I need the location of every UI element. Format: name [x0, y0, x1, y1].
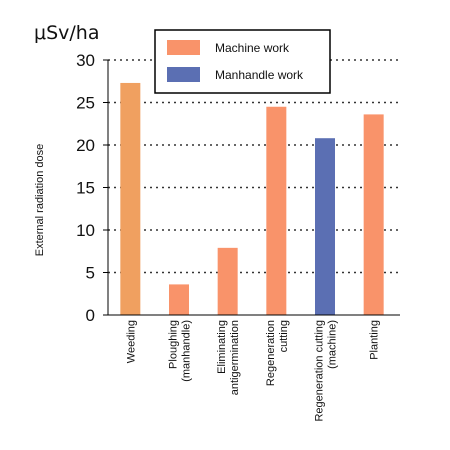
x-categories: Weeding Ploughing (manhandle) Eliminating an… — [125, 320, 380, 422]
category-label: cutting — [278, 320, 290, 352]
category-label: Regeneration — [265, 320, 277, 386]
legend-label-manhandle: Manhandle work — [215, 68, 304, 82]
bar — [169, 284, 189, 315]
bar — [363, 114, 384, 316]
category-label: Weeding — [125, 320, 137, 363]
y-tick-label: 30 — [76, 51, 95, 70]
legend: Machine work Manhandle work — [154, 29, 331, 94]
y-axis-label: External radiation dose — [34, 144, 46, 257]
legend-label-machine: Machine work — [215, 41, 290, 55]
category-label: Eliminating — [216, 320, 228, 374]
category-label: (machine) — [327, 320, 339, 369]
y-tick-label: 25 — [76, 94, 95, 113]
y-tick-label: 20 — [76, 136, 95, 155]
bar — [266, 106, 287, 315]
y-ticks: 0 5 10 15 20 25 30 — [76, 51, 108, 325]
y-tick-label: 10 — [76, 221, 95, 240]
category-label: Regeneration cutting — [314, 320, 326, 422]
y-tick-label: 15 — [76, 179, 95, 198]
y-tick-label: 5 — [86, 264, 95, 283]
bar — [315, 138, 335, 315]
bar — [120, 82, 141, 315]
category-label: (manhandle) — [181, 320, 193, 382]
category-label: Planting — [369, 320, 381, 360]
y-tick-label: 0 — [86, 306, 95, 325]
bar — [217, 247, 238, 315]
legend-swatch-machine — [167, 40, 200, 55]
y-unit-label: μSv/ha — [34, 22, 99, 44]
bars — [120, 82, 384, 316]
legend-swatch-manhandle — [167, 67, 200, 82]
category-label: antigermination — [229, 320, 241, 395]
category-label: Ploughing — [168, 320, 180, 369]
legend-box — [154, 29, 331, 94]
